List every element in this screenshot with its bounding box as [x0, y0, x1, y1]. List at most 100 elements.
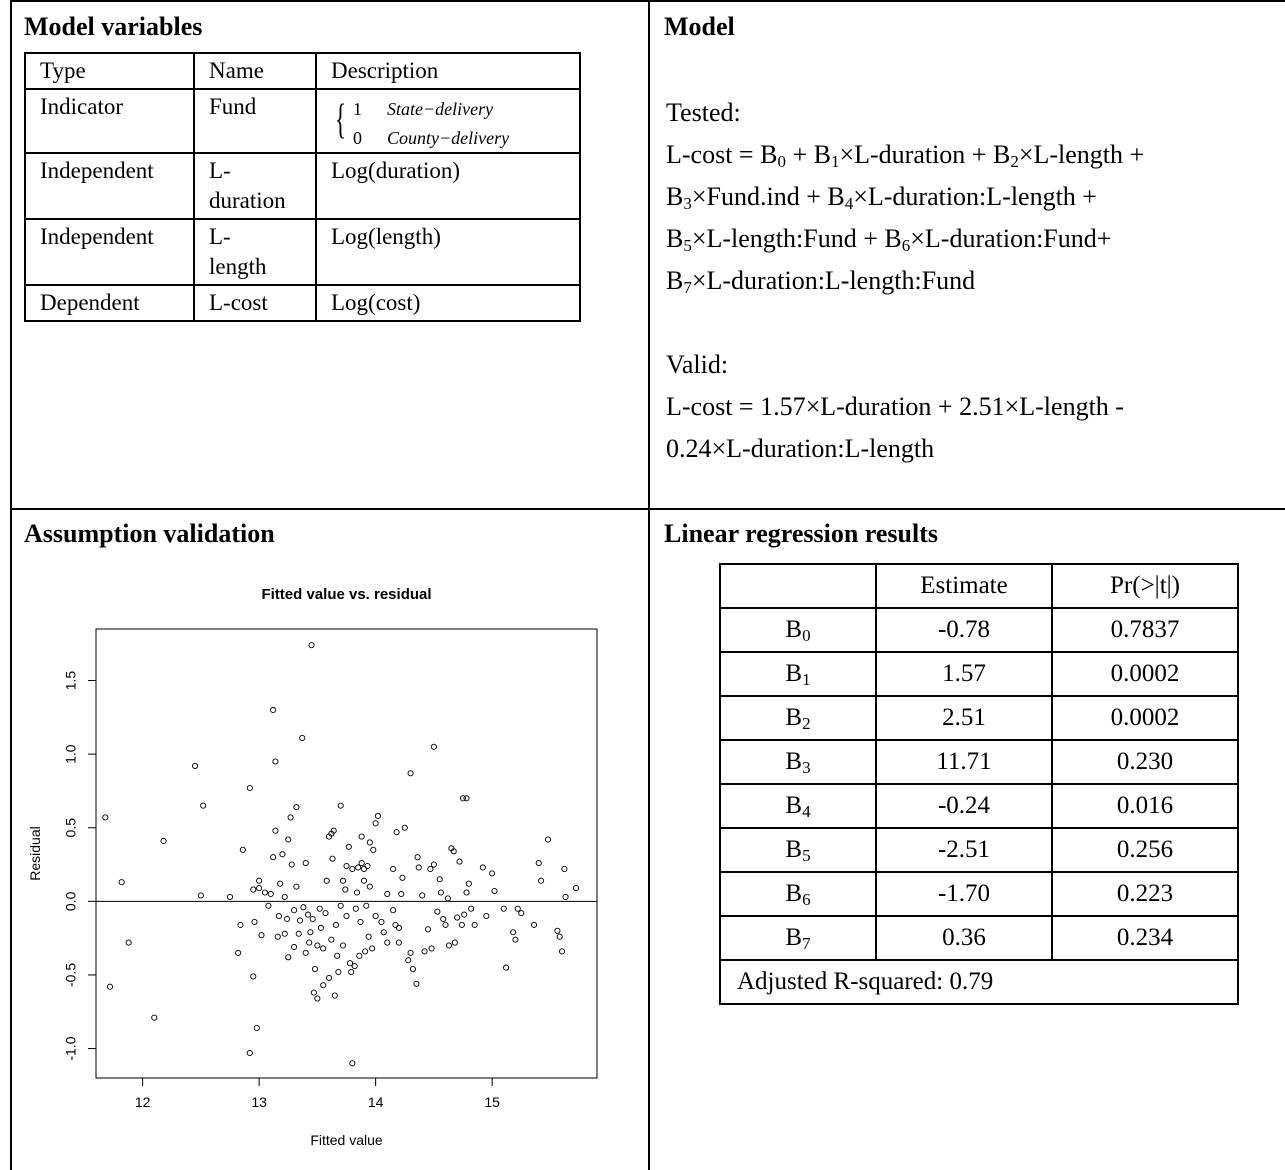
data-point: [265, 902, 272, 909]
data-point: [272, 758, 279, 765]
data-point: [323, 877, 330, 884]
data-point: [360, 877, 368, 884]
coefficient-cell: B4: [719, 783, 877, 829]
data-point: [430, 861, 437, 868]
data-point: [384, 939, 391, 946]
table-row: B3 11.71 0.230: [719, 739, 1239, 785]
data-point: [309, 915, 316, 923]
data-point: [409, 966, 416, 973]
data-point: [346, 960, 354, 967]
name-cell: L-duration: [193, 152, 317, 220]
data-point: [535, 860, 542, 867]
data-point: [392, 921, 399, 928]
data-point: [428, 945, 435, 952]
data-point: [349, 865, 356, 873]
data-point: [395, 924, 402, 931]
variables-title: Model variables: [24, 12, 203, 41]
data-point: [427, 865, 434, 873]
data-point: [390, 865, 397, 873]
data-point: [308, 642, 315, 649]
data-point: [407, 770, 414, 777]
left-brace: {: [335, 97, 347, 143]
type-cell: Independent: [24, 152, 195, 220]
valid-equation-line-2: 0.24×L-duration:L-length: [666, 434, 935, 463]
estimate-cell: -0.78: [875, 607, 1053, 653]
fund-value-county: 0 County−delivery: [353, 128, 510, 148]
data-point: [125, 939, 132, 946]
data-point: [320, 982, 327, 989]
header-estimate: Estimate: [875, 563, 1053, 609]
data-point: [106, 983, 114, 990]
y-axis-label: Residual: [27, 826, 43, 880]
name-cell: Fund: [193, 88, 317, 154]
data-point: [277, 880, 284, 887]
figure-grid: [10, 0, 1285, 1170]
data-point: [531, 921, 538, 928]
data-point: [503, 964, 510, 971]
p-value-cell: 0.234: [1051, 915, 1239, 961]
header-coefficient: [719, 563, 877, 609]
header-name: Name: [193, 52, 317, 90]
fund-value-state: 1 State−delivery: [353, 99, 494, 119]
chart-title: Fitted value vs. residual: [261, 586, 431, 603]
estimate-cell: 2.51: [875, 695, 1053, 741]
y-tick-label: -0.5: [63, 963, 79, 987]
data-point: [445, 942, 453, 949]
data-point: [483, 913, 490, 920]
name-cell: L-cost: [193, 284, 317, 322]
data-point: [444, 895, 451, 902]
header-type: Type: [24, 52, 195, 90]
data-point: [118, 879, 125, 886]
data-point: [250, 886, 257, 893]
data-point: [311, 966, 319, 973]
coefficient-cell: B1: [719, 651, 877, 697]
data-point: [200, 802, 207, 809]
data-point: [362, 948, 369, 955]
assumption-title: Assumption validation: [24, 519, 275, 548]
top-border: [10, 0, 1285, 2]
regression-table: Estimate Pr(>|t|) B0 -0.78 0.7837 B1 1.57 0.0…: [719, 563, 1239, 1005]
type-cell: Dependent: [24, 284, 195, 322]
coefficient-cell: B2: [719, 695, 877, 741]
data-point: [335, 968, 342, 976]
table-header-row: Estimate Pr(>|t|): [719, 563, 1239, 609]
data-point: [572, 885, 580, 892]
data-point: [463, 889, 470, 896]
data-point: [436, 876, 443, 883]
data-point: [437, 889, 444, 896]
data-point: [320, 945, 327, 952]
data-point: [239, 846, 246, 853]
data-point: [489, 870, 496, 877]
data-point: [160, 837, 167, 845]
y-tick-label: 0.5: [63, 818, 79, 838]
data-point: [349, 1060, 356, 1067]
table-row: B1 1.57 0.0002: [719, 651, 1239, 697]
data-point: [393, 829, 400, 836]
y-tick-label: 1.5: [63, 671, 79, 691]
data-point: [237, 921, 244, 928]
table-row: Dependent L-cost Log(cost): [24, 284, 581, 322]
tested-equation-line-3: B5×L-length:Fund + B6×L-duration:Fund+: [666, 224, 1112, 255]
data-point: [357, 918, 364, 926]
description-cell: Log(length): [315, 218, 581, 286]
data-point: [334, 952, 341, 959]
valid-label: Valid:: [666, 350, 729, 379]
data-point: [270, 854, 277, 861]
data-point: [562, 893, 569, 900]
type-cell: Independent: [24, 218, 195, 286]
data-point: [363, 902, 370, 909]
tested-equation-line-2: B3×Fund.ind + B4×L-duration:L-length +: [666, 182, 1097, 213]
data-point: [414, 854, 421, 861]
data-point: [261, 889, 268, 896]
regression-title: Linear regression results: [664, 519, 938, 548]
data-point: [355, 864, 362, 871]
data-point: [330, 827, 337, 834]
data-point: [459, 795, 467, 802]
estimate-cell: 1.57: [875, 651, 1053, 697]
type-cell: Indicator: [24, 88, 195, 154]
coefficient-cell: B7: [719, 915, 877, 961]
p-value-cell: 0.016: [1051, 783, 1239, 829]
coefficient-cell: B5: [719, 827, 877, 873]
data-point: [365, 933, 372, 940]
column-divider: [648, 0, 650, 1170]
